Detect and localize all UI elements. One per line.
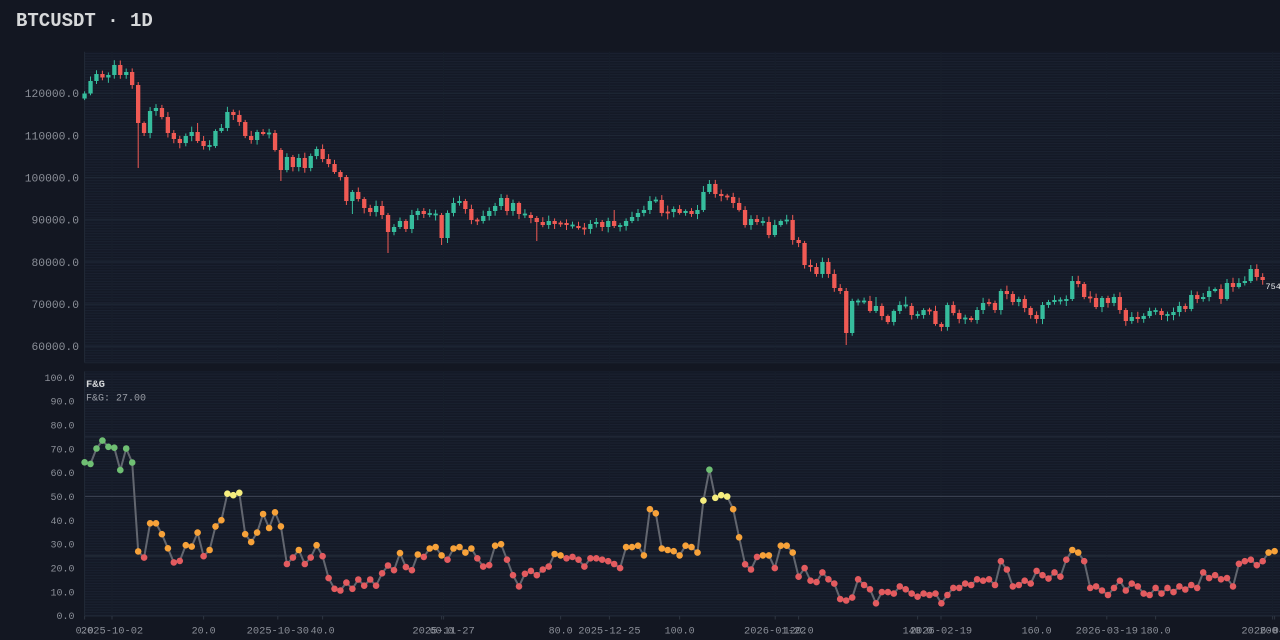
svg-text:2026-04-16: 2026-04-16 [1241,626,1280,638]
svg-text:90000.0: 90000.0 [32,216,80,228]
svg-text:100.0: 100.0 [665,627,695,638]
svg-text:110000.0: 110000.0 [25,131,79,143]
svg-text:2026-01-22: 2026-01-22 [744,626,806,638]
svg-text:100.0: 100.0 [44,374,74,385]
svg-text:60000.0: 60000.0 [32,342,80,354]
svg-text:40.0: 40.0 [50,517,74,528]
svg-text:90.0: 90.0 [50,398,74,409]
svg-text:F&G: 27.00: F&G: 27.00 [86,394,146,405]
svg-text:120.0: 120.0 [784,627,814,638]
svg-text:BTCUSDT · 1D: BTCUSDT · 1D [16,10,153,32]
svg-text:0.0: 0.0 [76,627,94,638]
svg-text:180.0: 180.0 [1141,627,1171,638]
svg-text:60.0: 60.0 [50,469,74,480]
svg-text:80000.0: 80000.0 [32,258,80,270]
svg-text:70.0: 70.0 [50,445,74,456]
svg-text:160.0: 160.0 [1022,627,1052,638]
svg-text:10.0: 10.0 [50,588,74,599]
svg-text:20.0: 20.0 [192,627,216,638]
svg-text:2026-02-19: 2026-02-19 [910,626,972,638]
svg-text:80.0: 80.0 [549,627,573,638]
svg-text:2025-10-02: 2025-10-02 [81,626,143,638]
svg-text:0.0: 0.0 [56,612,74,623]
svg-text:80.0: 80.0 [50,422,74,433]
svg-text:F&G: F&G [86,379,105,391]
svg-text:30.0: 30.0 [50,541,74,552]
svg-text:75430.9: 75430.9 [1266,282,1280,292]
svg-text:100000.0: 100000.0 [25,174,79,186]
svg-text:2025-12-25: 2025-12-25 [578,626,640,638]
svg-text:40.0: 40.0 [311,627,335,638]
svg-text:2025-11-27: 2025-11-27 [412,626,474,638]
svg-text:2025-10-30: 2025-10-30 [247,626,309,638]
svg-text:200.0: 200.0 [1260,627,1280,638]
svg-text:70000.0: 70000.0 [32,300,80,312]
svg-text:20.0: 20.0 [50,564,74,575]
svg-text:60.0: 60.0 [430,627,454,638]
svg-text:50.0: 50.0 [50,493,74,504]
svg-text:140.0: 140.0 [903,627,933,638]
svg-text:120000.0: 120000.0 [25,89,79,101]
svg-text:2026-03-19: 2026-03-19 [1076,626,1138,638]
